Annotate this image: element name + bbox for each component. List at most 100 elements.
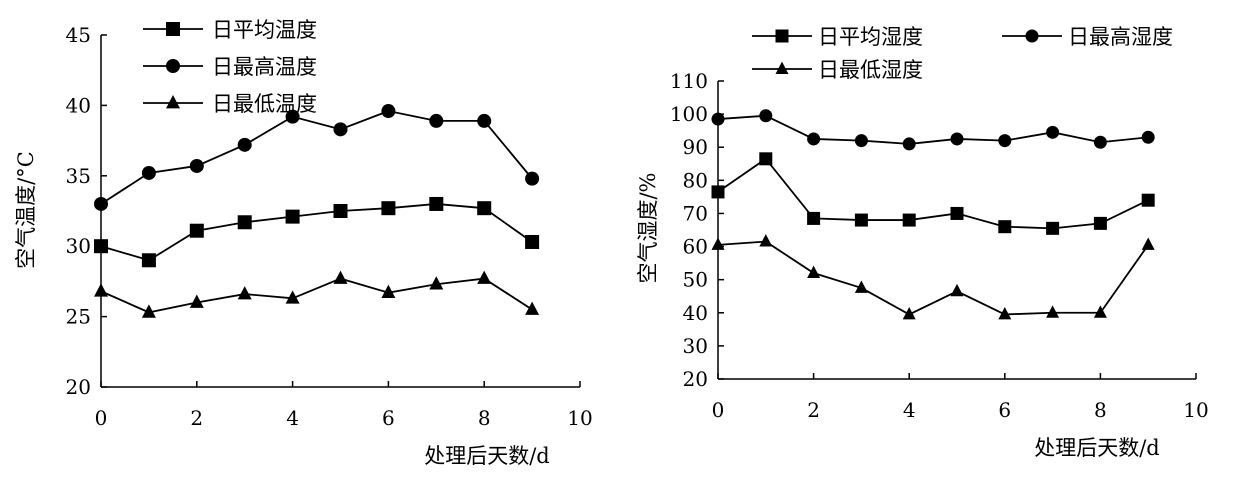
data-point-triangle bbox=[950, 283, 964, 297]
data-point-triangle bbox=[902, 307, 916, 320]
data-point-triangle bbox=[477, 270, 492, 284]
y-tick-label: 60 bbox=[683, 235, 708, 259]
x-axis-title: 处理后天数/d bbox=[1034, 436, 1160, 460]
y-tick-label: 30 bbox=[683, 334, 708, 358]
data-point-square bbox=[1093, 216, 1107, 230]
y-tick-label: 70 bbox=[683, 201, 708, 225]
data-point-circle bbox=[902, 137, 916, 151]
data-point-square bbox=[950, 206, 964, 220]
data-point-square bbox=[285, 209, 300, 224]
data-point-circle bbox=[759, 109, 773, 123]
x-tick-label: 2 bbox=[190, 406, 203, 430]
x-tick-label: 8 bbox=[478, 406, 491, 430]
x-tick-label: 6 bbox=[998, 398, 1011, 422]
x-tick-label: 2 bbox=[807, 398, 820, 422]
data-point-circle bbox=[141, 165, 156, 180]
data-point-triangle bbox=[525, 301, 540, 315]
data-point-circle bbox=[333, 122, 348, 137]
data-point-circle bbox=[94, 196, 108, 211]
y-tick-label: 20 bbox=[66, 375, 91, 399]
legend-label: 日平均温度 bbox=[212, 18, 317, 42]
x-tick-label: 6 bbox=[382, 406, 395, 430]
data-point-triangle bbox=[237, 286, 252, 300]
data-point-triangle bbox=[285, 290, 300, 304]
data-point-circle bbox=[950, 132, 964, 146]
x-tick-label: 8 bbox=[1094, 398, 1107, 422]
data-point-square bbox=[189, 223, 204, 238]
x-axis-title: 处理后天数/d bbox=[424, 444, 550, 468]
humidity-chart: 20 30 40 50 60 70 80 90 100 110 0 2 4 6 8 10 处理后天数/d 空气湿度… bbox=[636, 25, 1209, 460]
data-point-circle bbox=[711, 112, 725, 126]
data-point-square bbox=[477, 201, 492, 216]
y-axis-title: 空气温度/°C bbox=[14, 151, 38, 269]
y-tick-label: 45 bbox=[66, 23, 91, 47]
data-point-square bbox=[902, 213, 916, 227]
data-point-circle bbox=[477, 113, 492, 128]
data-point-circle bbox=[189, 158, 204, 173]
series-line-square bbox=[100, 203, 533, 262]
data-point-circle bbox=[525, 171, 540, 186]
data-point-square bbox=[759, 152, 773, 166]
y-tick-label: 110 bbox=[670, 69, 708, 93]
data-point-triangle bbox=[1093, 305, 1107, 318]
legend-label: 日平均湿度 bbox=[818, 25, 923, 49]
data-point-circle bbox=[381, 104, 396, 119]
data-point-circle bbox=[1141, 130, 1155, 144]
legend-label: 日最高温度 bbox=[212, 55, 317, 79]
data-point-square bbox=[1141, 193, 1155, 207]
data-point-circle bbox=[854, 134, 868, 148]
data-point-circle bbox=[429, 113, 444, 128]
legend-label: 日最低温度 bbox=[212, 92, 317, 116]
data-point-circle bbox=[807, 132, 821, 146]
x-tick-label: 0 bbox=[95, 406, 108, 430]
data-point-triangle bbox=[333, 270, 348, 284]
data-point-square bbox=[141, 253, 156, 268]
data-point-triangle bbox=[189, 294, 204, 308]
y-tick-label: 35 bbox=[66, 164, 91, 188]
data-point-circle bbox=[998, 134, 1012, 148]
data-point-square bbox=[854, 213, 868, 227]
y-axis-title: 空气湿度/% bbox=[636, 172, 660, 283]
temperature-chart: 20 25 30 35 40 45 0 2 4 6 8 10 处理后天数/d 空气温度/°C 日平均温度日最… bbox=[14, 18, 593, 468]
x-tick-label: 10 bbox=[567, 406, 592, 430]
y-tick-label: 20 bbox=[683, 367, 708, 391]
legend-marker-circle bbox=[166, 59, 180, 73]
data-point-square bbox=[998, 220, 1012, 234]
series-line-triangle bbox=[100, 277, 533, 314]
data-point-square bbox=[333, 204, 348, 218]
data-point-square bbox=[237, 215, 252, 230]
x-tick-label: 4 bbox=[286, 406, 299, 430]
legend-marker-square bbox=[775, 29, 789, 43]
data-point-square bbox=[1046, 221, 1060, 235]
data-point-triangle bbox=[998, 307, 1012, 320]
data-point-triangle bbox=[381, 284, 396, 298]
legend-marker-square bbox=[166, 22, 180, 36]
data-point-square bbox=[94, 239, 108, 254]
data-point-triangle bbox=[94, 283, 108, 297]
data-point-triangle bbox=[1141, 237, 1155, 250]
x-tick-label: 10 bbox=[1183, 398, 1208, 422]
y-tick-label: 80 bbox=[683, 168, 708, 192]
legend-label: 日最高湿度 bbox=[1068, 25, 1173, 49]
legend-label: 日最低湿度 bbox=[818, 58, 923, 82]
data-point-triangle bbox=[759, 234, 773, 247]
x-tick-label: 0 bbox=[712, 398, 725, 422]
data-point-square bbox=[807, 211, 821, 225]
data-point-circle bbox=[1093, 135, 1107, 149]
series-line-circle bbox=[100, 110, 533, 205]
series-line-triangle bbox=[717, 240, 1149, 316]
x-tick-label: 4 bbox=[903, 398, 916, 422]
data-point-square bbox=[525, 234, 540, 249]
data-point-triangle bbox=[807, 265, 821, 278]
data-point-square bbox=[381, 201, 396, 216]
data-point-circle bbox=[237, 137, 252, 152]
data-point-square bbox=[711, 185, 725, 199]
data-point-triangle bbox=[429, 276, 444, 290]
data-point-triangle bbox=[854, 280, 868, 293]
data-point-circle bbox=[1046, 125, 1060, 139]
y-tick-label: 40 bbox=[683, 301, 708, 325]
series-line-circle bbox=[717, 114, 1149, 145]
y-tick-label: 90 bbox=[683, 135, 708, 159]
data-point-triangle bbox=[1046, 305, 1060, 318]
